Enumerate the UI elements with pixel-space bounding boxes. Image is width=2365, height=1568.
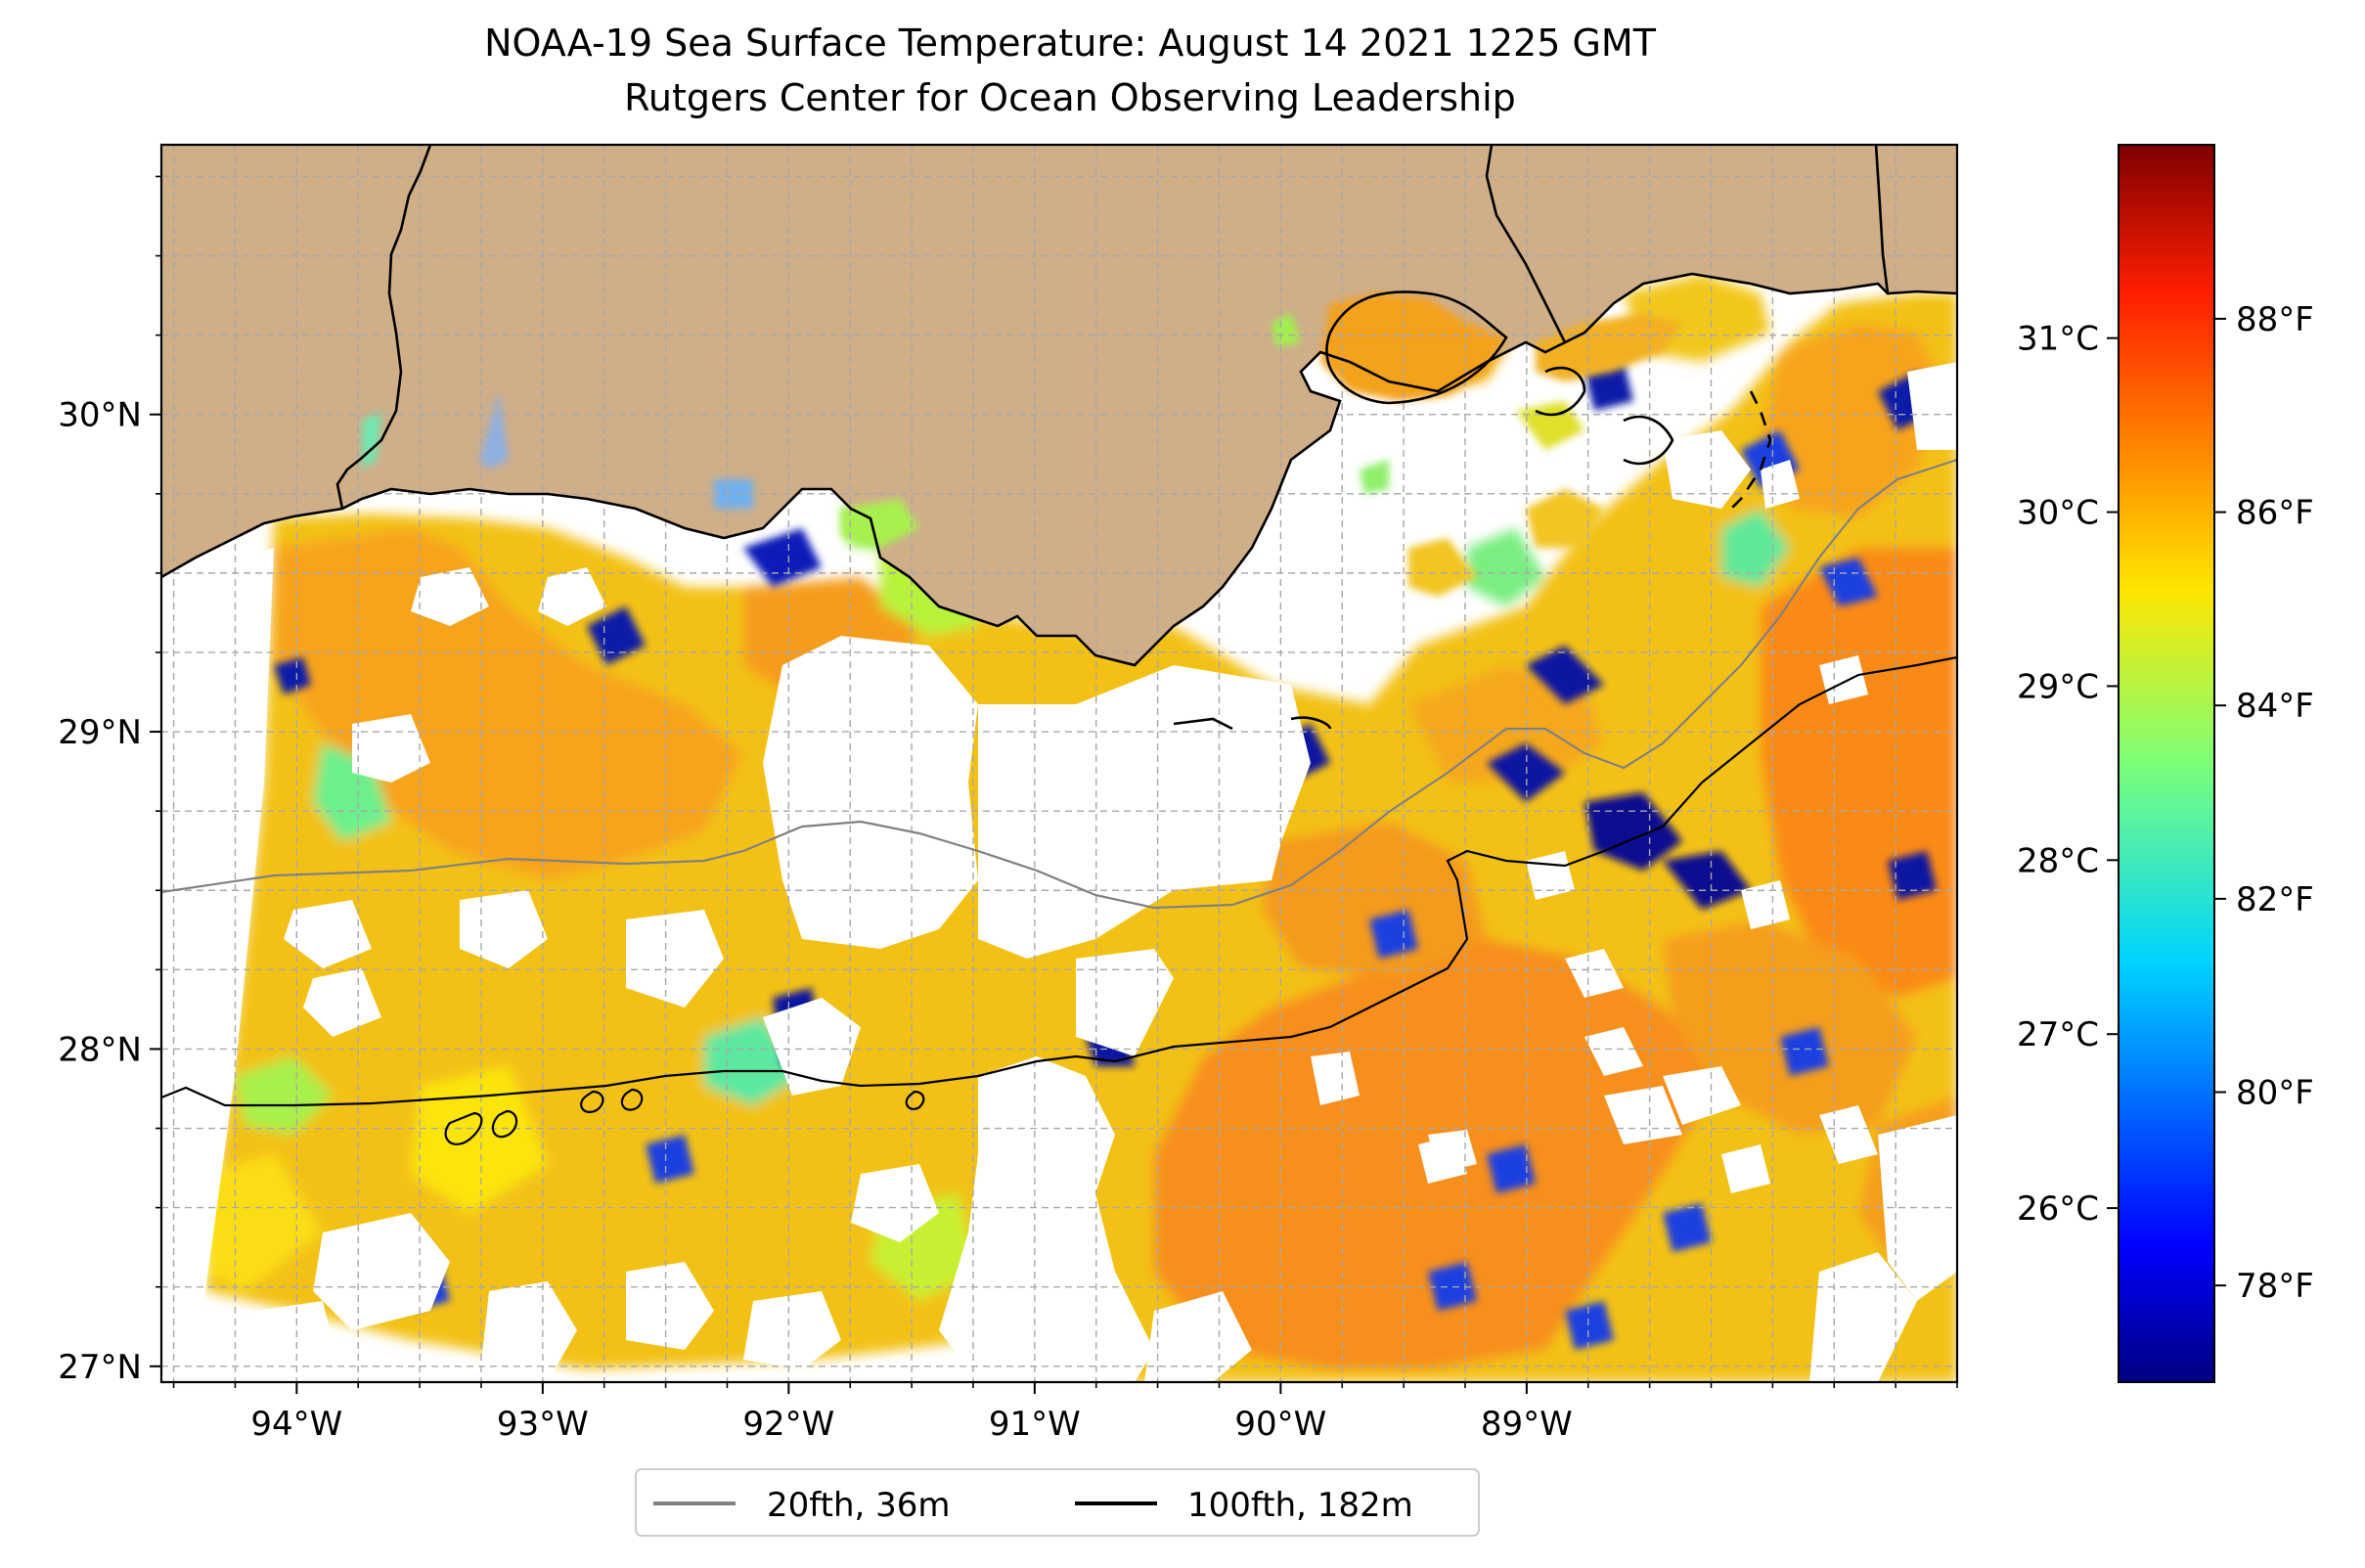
colorbar-fahrenheit-label: 80°F xyxy=(2236,1074,2314,1113)
colorbar-fahrenheit-label: 78°F xyxy=(2236,1267,2314,1306)
isobath-20fth xyxy=(161,458,1957,910)
colorbar-fahrenheit-label: 82°F xyxy=(2236,880,2314,919)
longitude-axis: 94°W 93°W 92°W 91°W 90°W 89°W xyxy=(172,1382,1958,1444)
map-title: NOAA-19 Sea Surface Temperature: August … xyxy=(484,22,1656,65)
coastline xyxy=(161,272,1957,731)
lon-tick-label: 91°W xyxy=(989,1405,1081,1444)
lat-tick-label: 29°N xyxy=(58,713,142,752)
map-gridlines xyxy=(161,145,1957,1382)
colorbar-fahrenheit-scale: 78°F 80°F 82°F 84°F 86°F 88°F xyxy=(2214,300,2314,1306)
lon-tick-label: 92°W xyxy=(742,1405,834,1444)
colorbar-fahrenheit-label: 84°F xyxy=(2236,687,2314,726)
legend: 20fth, 36m 100fth, 182m xyxy=(635,1468,1480,1537)
colorbar-celsius-label: 30°C xyxy=(2017,494,2099,533)
colorbar-celsius-label: 28°C xyxy=(2017,841,2099,880)
lat-tick-label: 28°N xyxy=(58,1030,142,1069)
lon-tick-label: 89°W xyxy=(1481,1405,1573,1444)
colorbar-celsius-label: 26°C xyxy=(2017,1189,2099,1229)
colorbar-gradient xyxy=(2118,144,2215,1383)
colorbar-celsius-label: 31°C xyxy=(2017,320,2099,359)
latitude-axis: 27°N 28°N 29°N 30°N xyxy=(58,175,161,1387)
lon-tick-label: 93°W xyxy=(497,1405,589,1444)
land xyxy=(161,145,1957,665)
lon-tick-label: 90°W xyxy=(1234,1405,1326,1444)
lat-tick-label: 27°N xyxy=(58,1348,142,1387)
colorbar-fahrenheit-label: 86°F xyxy=(2236,494,2314,533)
colorbar-celsius-scale: 26°C 27°C 28°C 29°C 30°C 31°C xyxy=(2017,320,2119,1229)
colorbar-fahrenheit-label: 88°F xyxy=(2236,300,2314,339)
legend-label-100fth: 100fth, 182m xyxy=(1187,1486,1413,1525)
colorbar-celsius-label: 27°C xyxy=(2017,1015,2099,1054)
colorbar-celsius-label: 29°C xyxy=(2017,667,2099,706)
legend-label-20fth: 20fth, 36m xyxy=(767,1486,951,1525)
state-boundaries xyxy=(335,145,1890,510)
map-subtitle: Rutgers Center for Ocean Observing Leade… xyxy=(624,76,1516,119)
lat-tick-label: 30°N xyxy=(58,396,142,435)
map-frame xyxy=(159,143,1959,1384)
lon-tick-label: 94°W xyxy=(250,1405,342,1444)
coastal-water-patches xyxy=(362,293,1682,597)
isobath-100fth xyxy=(161,655,1957,1145)
colorbar: 26°C 27°C 28°C 29°C 30°C 31°C 78°F 80°F 82°F 84°… xyxy=(2017,144,2314,1383)
no-data-areas xyxy=(161,362,1957,1382)
legend-box xyxy=(635,1468,1480,1537)
